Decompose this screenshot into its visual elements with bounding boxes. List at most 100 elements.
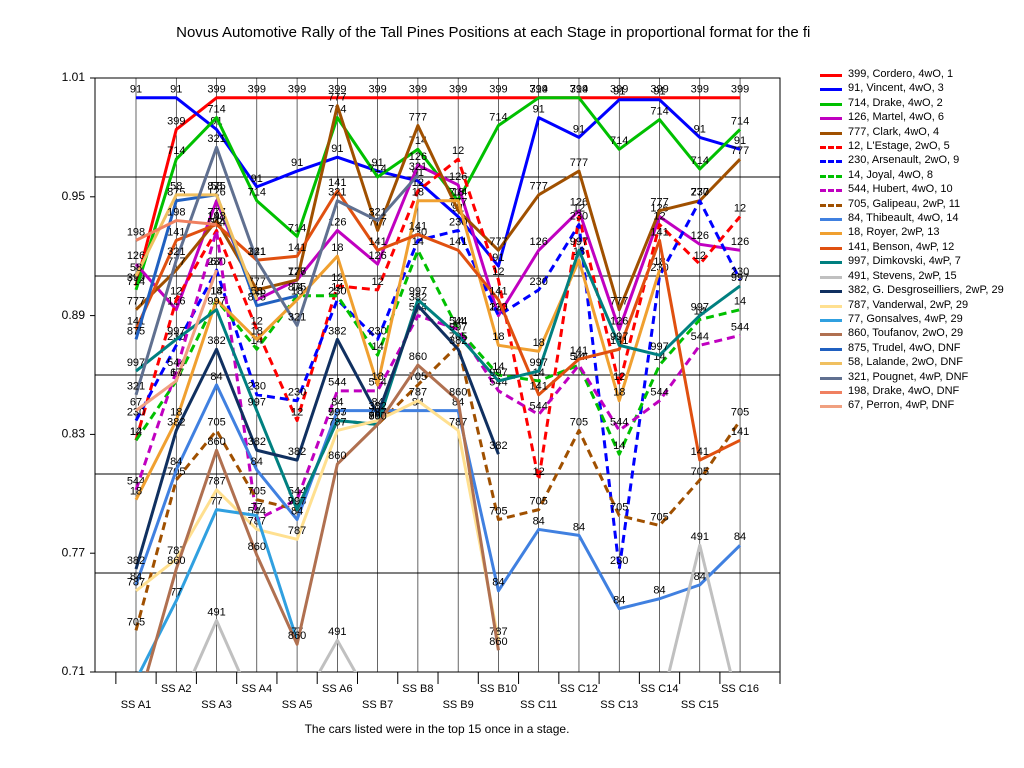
footnote: The cars listed were in the top 15 once … bbox=[305, 722, 570, 736]
point-label: 714 bbox=[127, 276, 145, 288]
point-label: 14 bbox=[412, 236, 424, 248]
legend-label: 787, Vanderwal, 2wP, 29 bbox=[848, 298, 969, 311]
legend-swatch bbox=[820, 405, 842, 409]
point-label: 126 bbox=[288, 266, 306, 278]
legend-label: 84, Thibeault, 4wO, 14 bbox=[848, 212, 959, 225]
point-label: 91 bbox=[291, 157, 303, 169]
point-label: 18 bbox=[533, 337, 545, 349]
point-label: 997 bbox=[207, 296, 225, 308]
point-label: 230 bbox=[570, 210, 588, 222]
legend-label: 91, Vincent, 4wO, 3 bbox=[848, 82, 944, 95]
point-label: 714 bbox=[207, 104, 225, 116]
legend-swatch bbox=[820, 333, 842, 337]
point-label: 544 bbox=[449, 315, 467, 327]
point-label: 777 bbox=[288, 266, 306, 278]
series-line bbox=[134, 199, 742, 571]
point-label: 777 bbox=[610, 296, 628, 308]
point-label: 997 bbox=[449, 321, 467, 333]
legend-item: 860, Toufanov, 2wO, 29 bbox=[820, 327, 1020, 340]
point-label: 18 bbox=[371, 371, 383, 383]
point-label: 544 bbox=[570, 351, 588, 363]
legend-label: 77, Gonsalves, 4wP, 29 bbox=[848, 312, 963, 325]
point-label: 399 bbox=[489, 84, 507, 96]
point-label: 84 bbox=[492, 577, 504, 589]
point-label: 91 bbox=[130, 84, 142, 96]
point-label: 321 bbox=[288, 311, 306, 323]
point-label: 58 bbox=[130, 262, 142, 274]
point-label: 997 bbox=[691, 302, 709, 314]
point-label: 705 bbox=[248, 486, 266, 498]
point-label: 997 bbox=[650, 341, 668, 353]
point-label: 18 bbox=[170, 406, 182, 418]
x-tick-label: SS A6 bbox=[322, 683, 353, 695]
point-label: 12 bbox=[371, 276, 383, 288]
point-label: 14 bbox=[613, 440, 625, 452]
legend-label: 18, Royer, 2wP, 13 bbox=[848, 226, 940, 239]
legend-swatch bbox=[820, 261, 842, 265]
point-label: 491 bbox=[207, 606, 225, 618]
point-label: 399 bbox=[409, 84, 427, 96]
point-label: 141 bbox=[409, 220, 427, 232]
legend-item: 91, Vincent, 4wO, 3 bbox=[820, 82, 1020, 95]
point-label: 198 bbox=[167, 206, 185, 218]
point-label: 714 bbox=[248, 187, 266, 199]
legend-item: 382, G. Desgroseilliers, 2wP, 29 bbox=[820, 284, 1020, 297]
point-label: 14 bbox=[371, 341, 383, 353]
point-label: 18 bbox=[251, 325, 263, 337]
point-label: 141 bbox=[449, 236, 467, 248]
point-label: 84 bbox=[694, 571, 706, 583]
x-tick-label: SS A4 bbox=[242, 683, 273, 695]
legend-swatch bbox=[820, 347, 842, 351]
point-label: 705 bbox=[691, 466, 709, 478]
point-label: 91 bbox=[331, 143, 343, 155]
point-label: 12 bbox=[331, 272, 343, 284]
point-label: 399 bbox=[368, 84, 386, 96]
point-label: 787 bbox=[449, 416, 467, 428]
point-label: 230 bbox=[127, 406, 145, 418]
point-label: 714 bbox=[530, 84, 548, 96]
point-label: 321 bbox=[409, 161, 427, 173]
point-label: 58 bbox=[170, 181, 182, 193]
series-line bbox=[134, 157, 742, 482]
point-label: 14 bbox=[734, 296, 746, 308]
point-label: 321 bbox=[207, 133, 225, 145]
point-label: 141 bbox=[570, 345, 588, 357]
legend-swatch bbox=[820, 117, 842, 121]
x-tick-label: SS C15 bbox=[681, 699, 719, 711]
legend-item: 12, L'Estage, 2wO, 5 bbox=[820, 140, 1020, 153]
point-label: 84 bbox=[251, 456, 263, 468]
point-label: 875 bbox=[207, 181, 225, 193]
point-label: 198 bbox=[127, 226, 145, 238]
point-label: 997 bbox=[127, 357, 145, 369]
legend-item: 705, Galipeau, 2wP, 11 bbox=[820, 198, 1020, 211]
point-label: 12 bbox=[734, 203, 746, 215]
point-label: 230 bbox=[731, 266, 749, 278]
point-label: 544 bbox=[610, 416, 628, 428]
legend-swatch bbox=[820, 203, 842, 207]
point-label: 777 bbox=[731, 145, 749, 157]
point-label: 860 bbox=[328, 450, 346, 462]
point-label: 84 bbox=[653, 585, 665, 597]
legend-item: 714, Drake, 4wO, 2 bbox=[820, 97, 1020, 110]
point-label: 321 bbox=[127, 381, 145, 393]
point-label: 544 bbox=[691, 331, 709, 343]
point-label: 230 bbox=[248, 381, 266, 393]
series-line bbox=[134, 343, 742, 631]
y-tick-label: 0.71 bbox=[62, 664, 86, 678]
legend-label: 714, Drake, 4wO, 2 bbox=[848, 96, 943, 109]
legend-label: 14, Joyal, 4wO, 8 bbox=[848, 168, 933, 181]
point-label: 705 bbox=[127, 616, 145, 628]
point-label: 18 bbox=[130, 486, 142, 498]
point-label: 787 bbox=[328, 416, 346, 428]
legend-label: 491, Stevens, 2wP, 15 bbox=[848, 269, 957, 282]
chart-title: Novus Automotive Rally of the Tall Pines… bbox=[176, 24, 810, 41]
legend-label: 777, Clark, 4wO, 4 bbox=[848, 125, 940, 138]
legend-swatch bbox=[820, 275, 842, 279]
point-label: 714 bbox=[489, 111, 507, 123]
point-label: 382 bbox=[409, 292, 427, 304]
point-label: 18 bbox=[291, 286, 303, 298]
point-label: 18 bbox=[492, 331, 504, 343]
legend-item: 491, Stevens, 2wP, 15 bbox=[820, 270, 1020, 283]
y-tick-label: 0.83 bbox=[62, 427, 86, 441]
point-label: 126 bbox=[731, 236, 749, 248]
